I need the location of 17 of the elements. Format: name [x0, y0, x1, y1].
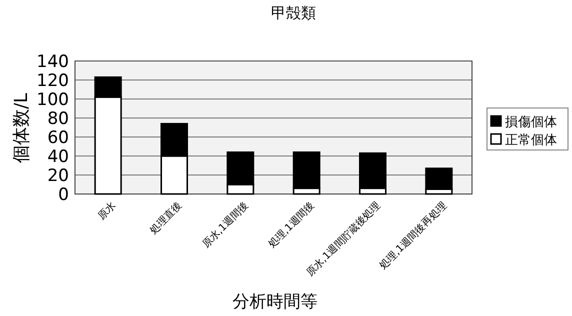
legend-label: 正常個体: [505, 133, 557, 148]
chart-title: 甲殻類: [271, 4, 316, 22]
y-tick-label: 40: [47, 147, 69, 167]
y-tick-label: 0: [58, 185, 69, 205]
x-tick-label: 処理直後: [148, 200, 184, 236]
x-tick-label: 原水: [96, 200, 118, 222]
y-tick-label: 100: [36, 90, 69, 110]
y-tick-label: 80: [47, 109, 69, 129]
y-axis-title: 個体数/L: [11, 92, 32, 164]
y-tick-label: 60: [47, 128, 69, 148]
y-tick-label: 120: [36, 71, 69, 91]
x-axis-title: 分析時間等: [232, 292, 318, 312]
y-tick-label: 140: [36, 52, 69, 72]
x-tick-label: 処理,1週間後: [266, 200, 317, 250]
y-tick-label: 20: [47, 166, 69, 186]
legend-label: 損傷個体: [505, 115, 557, 130]
x-tick-label: 原水,1週間後: [200, 200, 251, 250]
